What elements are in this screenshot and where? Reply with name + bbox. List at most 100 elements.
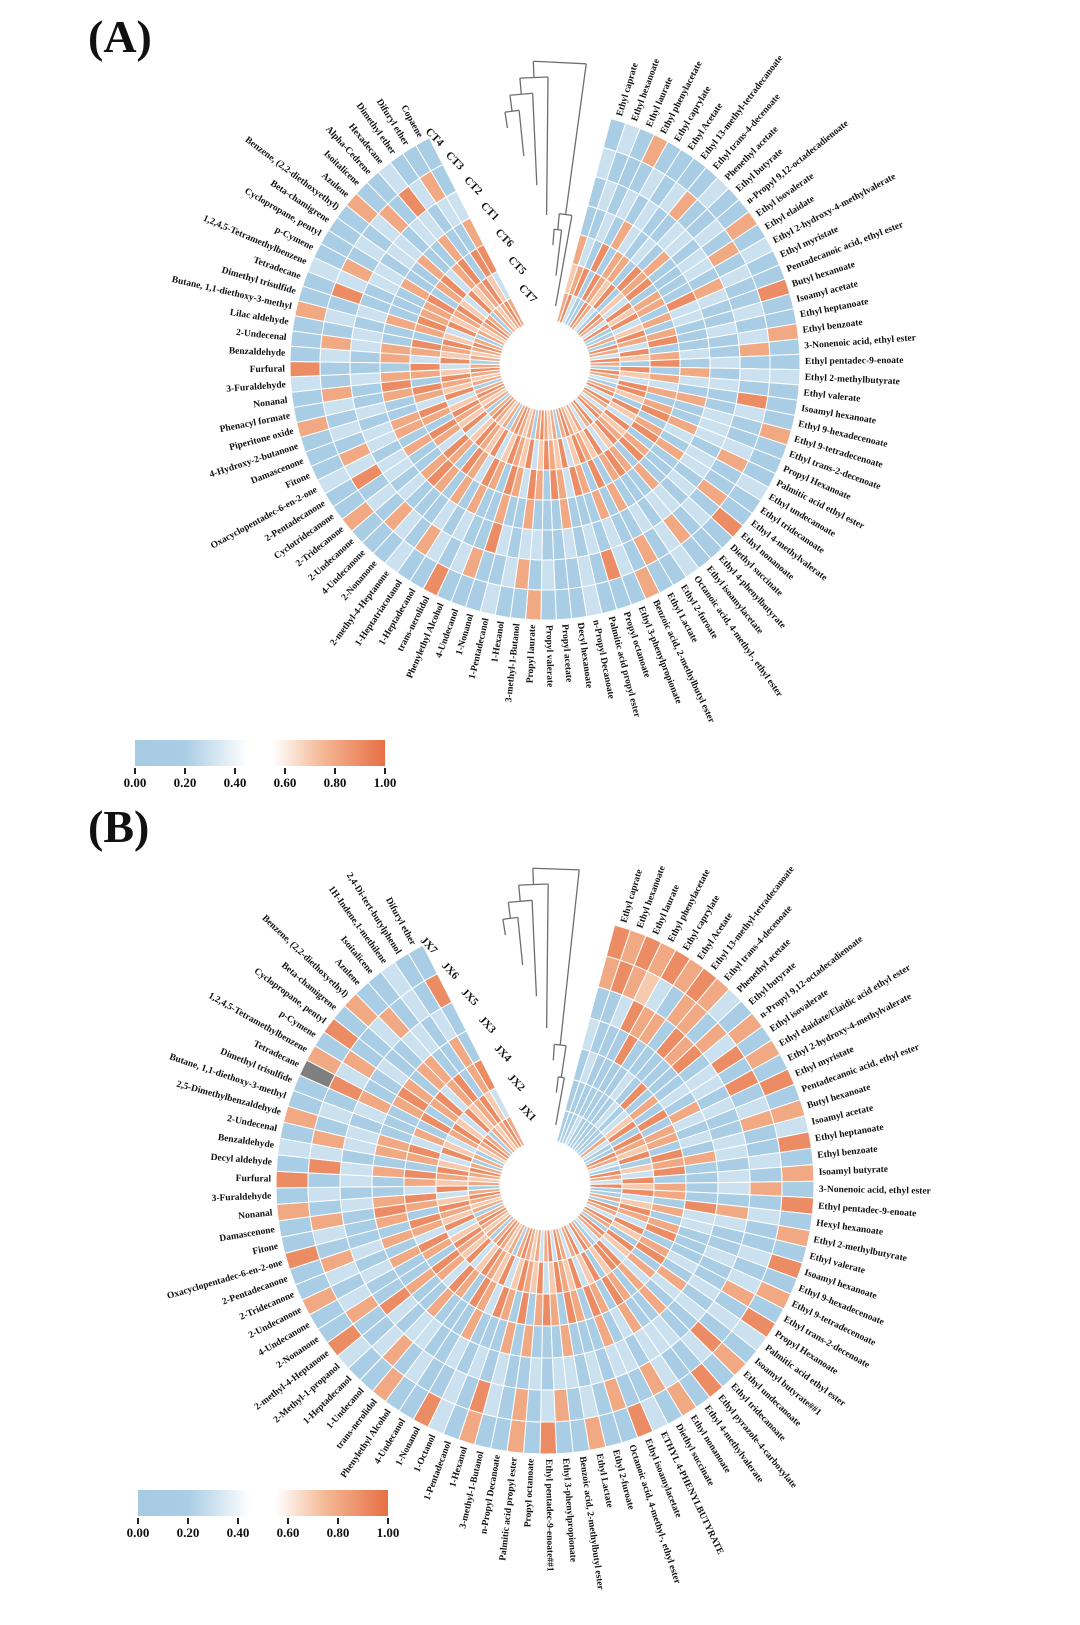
compound-label: Ethyl benzoate (817, 1145, 878, 1161)
colorbar-tick-mark (134, 768, 136, 774)
compound-label: Isoamyl butyrate (819, 1165, 889, 1178)
dendrogram-branch (504, 112, 509, 129)
compound-label: Decyl aldehyde (210, 1153, 272, 1168)
heatmap-cell (541, 1293, 552, 1327)
heatmap-cell (541, 529, 555, 561)
ring-label: JX6 (439, 960, 461, 982)
colorbar-tick-label: 0.80 (326, 1525, 350, 1540)
heatmap-cell (542, 1261, 551, 1295)
dendrogram-branch (518, 883, 549, 886)
ring-label: CT3 (443, 149, 466, 173)
compound-label: Propyl laurate (526, 625, 539, 684)
heatmap-cell (649, 358, 681, 368)
colorbar-ticks: 0.00 0.20 0.40 0.60 0.80 1.00 (124, 766, 396, 792)
heatmap-cell (339, 1173, 373, 1188)
compound-label: Propyl octanoate (523, 1458, 536, 1527)
compound-label: Benzaldehyde (217, 1133, 274, 1151)
heatmap-cell (539, 1421, 558, 1455)
dendrogram-branch (517, 917, 524, 966)
heatmap-cell (275, 1170, 309, 1189)
heatmap-cell (275, 1186, 310, 1205)
colorbar-tick-mark (384, 768, 386, 774)
compound-label: Ethyl pentadec-9-enoate (805, 356, 904, 367)
compound-label: Damascenone (219, 1225, 276, 1244)
ring-label: CT6 (493, 227, 516, 251)
dendrogram-branch (533, 60, 587, 65)
panel-a-title: (A) (88, 11, 152, 62)
compound-label: Palmitic acid propyl ester (498, 1456, 520, 1561)
heatmap-cell (319, 361, 351, 377)
dendrogram-branch (502, 916, 518, 920)
heatmap-cell (541, 1325, 553, 1359)
heatmap-cell (506, 297, 526, 327)
dendrogram-branch (531, 900, 538, 997)
heatmap-cell (738, 341, 771, 358)
heatmap-cell (540, 1357, 555, 1391)
heatmap-cell (409, 362, 441, 372)
heatmap-cell (505, 1115, 526, 1147)
compound-label: Ethyl pentadec-9-enoate (818, 1202, 917, 1220)
dendrogram-branch (560, 1045, 567, 1078)
dendrogram-branch (545, 77, 549, 216)
ring-label: CT5 (505, 254, 528, 278)
heatmap-cell (781, 1180, 815, 1199)
dendrogram-branch (564, 63, 587, 215)
colorbar-tick-label: 0.40 (226, 1525, 250, 1540)
ring-label: JX2 (505, 1072, 527, 1094)
colorbar-tick-mark (334, 768, 336, 774)
dendrogram-branch (508, 899, 533, 904)
dendrogram-branch (509, 95, 513, 112)
compound-label: 1-Hexanol (448, 1445, 470, 1488)
compound-label: Ethyl pentadec-9-enoate##1 (543, 1459, 554, 1572)
dendrogram-branch (559, 213, 573, 217)
colorbar-tick-label: 0.60 (273, 775, 297, 790)
heatmap-cell (717, 1181, 751, 1196)
compound-label: Ethyl heptanoate (814, 1123, 884, 1144)
dendrogram-branch (504, 109, 520, 113)
compound-label: 1-Hexanol (490, 620, 507, 663)
dendrogram-branch (554, 215, 573, 307)
heatmap-cell (739, 355, 771, 370)
colorbar-tick-mark (337, 1518, 339, 1524)
colorbar-tick-label: 0.20 (173, 775, 197, 790)
compound-label: Nonanal (238, 1208, 274, 1222)
compound-label: Propyl acetate (559, 624, 573, 683)
colorbar-tick-label: 0.00 (126, 1525, 150, 1540)
dendrogram-branch (557, 213, 560, 230)
dendrogram-branch (509, 92, 533, 96)
heatmap-cell (379, 362, 411, 374)
compound-label: Furfural (236, 1174, 272, 1185)
heatmap-cell (307, 1186, 342, 1203)
heatmap-cell (554, 588, 573, 621)
compound-label: Ethyl 3-phenylpropionate (560, 1458, 578, 1563)
heatmap-cell (339, 1186, 373, 1201)
compound-label: Ethyl Lactate (594, 1453, 615, 1509)
heatmap-cell (768, 338, 801, 357)
colorbar-tick-mark (284, 768, 286, 774)
dendrogram-branch (518, 885, 521, 902)
compound-label: Furfural (250, 364, 286, 375)
compound-label: 2-Undecenal (226, 1114, 278, 1134)
compound-label: Nonanal (253, 396, 289, 411)
heatmap-cell (748, 1166, 783, 1183)
dendrogram-branch (507, 902, 511, 919)
colorbar-tick-label: 0.80 (323, 775, 347, 790)
dendrogram-branch (553, 228, 562, 231)
heatmap-cell (307, 1172, 341, 1188)
dendrogram-branch (532, 868, 535, 885)
heatmap-cell (540, 1389, 556, 1423)
heatmap-cell (716, 1168, 751, 1184)
dendrogram-branch (532, 867, 580, 871)
ring-label: JX5 (459, 986, 481, 1008)
compound-label: 2-Undecenal (235, 328, 287, 343)
colorbar-tick-mark (137, 1518, 139, 1524)
heatmap-cell (780, 1164, 815, 1183)
compound-label: 3-Nonenoic acid, ethyl ester (804, 333, 917, 351)
colorbar-tick-label: 0.60 (276, 1525, 300, 1540)
compound-label: 3-methyl-1-Butanol (504, 623, 522, 703)
panel-a: (A) Ethyl caprate Ethyl hexanoate Ethyl la… (0, 0, 1080, 790)
compound-label: Hexyl hexanoate (816, 1219, 884, 1238)
dendrogram-branch (519, 76, 549, 79)
heatmap-cell (439, 363, 471, 371)
